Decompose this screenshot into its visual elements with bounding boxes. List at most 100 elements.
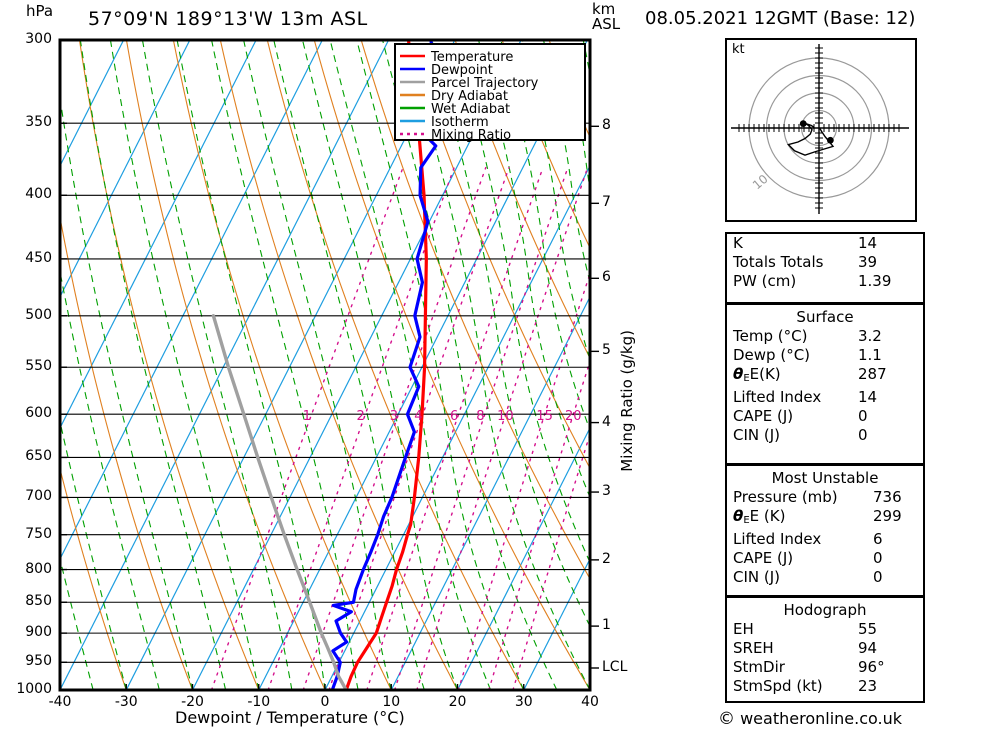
stat-key: StmDir	[733, 658, 785, 676]
isotherm-line	[390, 295, 590, 690]
stat-key: EH	[733, 620, 754, 638]
wet-adiabat-line	[243, 40, 392, 690]
stat-row: StmDir 96°	[727, 658, 923, 677]
stats-rows-general: K 14 Totals Totals 39 PW (cm) 1.39	[727, 234, 923, 291]
temperature-tick-10: 10	[382, 694, 401, 710]
stats-title-hodograph: Hodograph	[783, 601, 867, 619]
mixing-ratio-axis-title: Mixing Ratio (g/kg)	[618, 330, 636, 472]
mixing-ratio-label-3: 3	[389, 408, 399, 424]
stat-value: 14	[858, 234, 878, 252]
stats-panel-most-unstable: Most Unstable Pressure (mb) 736 θEE (K) 299…	[725, 464, 925, 597]
stat-row: Pressure (mb) 736	[727, 488, 923, 507]
pressure-tick-350: 350	[25, 114, 52, 131]
pressure-tick-850: 850	[25, 593, 52, 610]
stats-panel-surface: Surface Temp (°C) 3.2 Dewp (°C) 1.1 θEE(K) 28…	[725, 303, 925, 465]
wet-adiabat-line	[109, 40, 260, 690]
hodograph-marker	[826, 136, 834, 144]
pressure-tick-650: 650	[25, 448, 52, 465]
height-tick-8: 8	[602, 117, 611, 134]
isotherm-lines	[60, 40, 590, 690]
stat-value: 14	[858, 388, 878, 406]
pressure-tick-700: 700	[25, 488, 52, 505]
wet-adiabat-line	[302, 40, 459, 690]
dry-adiabat-line	[78, 40, 260, 690]
copyright-symbol: ©	[718, 709, 735, 729]
wet-adiabat-line	[521, 40, 590, 362]
mixing-ratio-line	[488, 358, 590, 690]
mixing-ratio-label-1: 1	[302, 408, 312, 424]
stat-key: CIN (J)	[733, 568, 781, 586]
pressure-tick-600: 600	[25, 405, 52, 422]
stat-key: PW (cm)	[733, 272, 797, 290]
isotherm-line	[125, 40, 456, 690]
wet-adiabat-line	[176, 40, 326, 690]
height-axis-unit-km: km	[592, 0, 616, 18]
hodograph-panel[interactable]: kt 10	[725, 38, 917, 222]
height-tick-5: 5	[602, 342, 611, 359]
stat-row: CAPE (J) 0	[727, 549, 923, 568]
height-tick-3: 3	[602, 483, 611, 500]
stat-row: StmSpd (kt) 23	[727, 677, 923, 696]
station-title: 57°09'N 189°13'W 13m ASL	[88, 8, 368, 30]
isotherm-line	[60, 40, 390, 690]
mixing-ratio-line	[302, 166, 487, 690]
mixing-ratio-line	[393, 166, 569, 690]
height-tick-1: 1	[602, 617, 611, 634]
stat-key: SREH	[733, 639, 774, 657]
pressure-tick-300: 300	[25, 31, 52, 47]
stat-value: 94	[858, 639, 878, 657]
pressure-tick-800: 800	[25, 560, 52, 577]
stat-value: 287	[858, 365, 887, 383]
mixing-ratio-label-2: 2	[356, 408, 365, 424]
pressure-tick-750: 750	[25, 525, 52, 542]
temperature-tick--20: -20	[181, 694, 204, 710]
stat-row: Lifted Index 6	[727, 530, 923, 549]
height-tick-2: 2	[602, 550, 611, 567]
isotherm-line	[60, 40, 125, 168]
stat-key: CAPE (J)	[733, 549, 794, 567]
skewt-diagram[interactable]: Temperature Dewpoint Parcel Trajectory Dry …	[0, 0, 640, 733]
stat-value: 0	[873, 568, 883, 586]
stats-panel-hodograph: Hodograph EH 55 SREH 94 StmDir 96° StmSpd (kt)…	[725, 596, 925, 703]
hodograph-marker	[799, 120, 807, 128]
stat-row: CAPE (J) 0	[727, 407, 923, 426]
mixing-ratio-label-4: 4	[414, 408, 423, 424]
isobar-lines	[60, 39, 590, 691]
stat-key: θEE (K)	[733, 507, 786, 526]
stat-row: θEE(K) 287	[727, 365, 923, 388]
mixing-ratio-line	[210, 166, 404, 690]
copyright-notice: © weatheronline.co.uk	[718, 709, 902, 729]
wet-adiabat-line	[141, 40, 293, 690]
wet-adiabat-line	[407, 40, 590, 690]
dry-adiabat-line	[125, 40, 326, 690]
dry-adiabat-line	[172, 40, 392, 690]
dry-adiabat-line	[60, 466, 127, 690]
wet-adiabat-line	[477, 40, 590, 499]
stat-key: Totals Totals	[733, 253, 824, 271]
wet-adiabat-line	[60, 94, 194, 690]
stats-rows-surface: Temp (°C) 3.2 Dewp (°C) 1.1 θEE(K) 287 Lifted …	[727, 327, 923, 445]
stat-row: Lifted Index 14	[727, 388, 923, 407]
copyright-text: weatheronline.co.uk	[740, 709, 902, 728]
temperature-tick--10: -10	[247, 694, 271, 710]
stat-row: PW (cm) 1.39	[727, 272, 923, 291]
stat-value: 0	[858, 426, 868, 444]
isotherm-line	[60, 40, 323, 561]
legend-label-dewpoint: Dewpoint	[431, 63, 493, 78]
temperature-tick-20: 20	[448, 694, 467, 710]
legend-label-parcel-trajectory: Parcel Trajectory	[431, 76, 539, 91]
stat-row: K 14	[727, 234, 923, 253]
stat-row: Dewp (°C) 1.1	[727, 346, 923, 365]
temperature-tick--30: -30	[114, 694, 138, 710]
stat-key: K	[733, 234, 743, 252]
stat-key: Lifted Index	[733, 530, 822, 548]
height-axis-unit-asl: ASL	[592, 15, 621, 33]
stats-rows-hodograph: EH 55 SREH 94 StmDir 96° StmSpd (kt) 23	[727, 620, 923, 696]
stat-row: CIN (J) 0	[727, 568, 923, 587]
stat-key: Dewp (°C)	[733, 346, 811, 364]
mixing-ratio-label-15: 15	[536, 408, 553, 424]
isotherm-line	[456, 426, 590, 690]
isotherm-line	[191, 40, 522, 690]
height-tick-6: 6	[602, 269, 611, 286]
